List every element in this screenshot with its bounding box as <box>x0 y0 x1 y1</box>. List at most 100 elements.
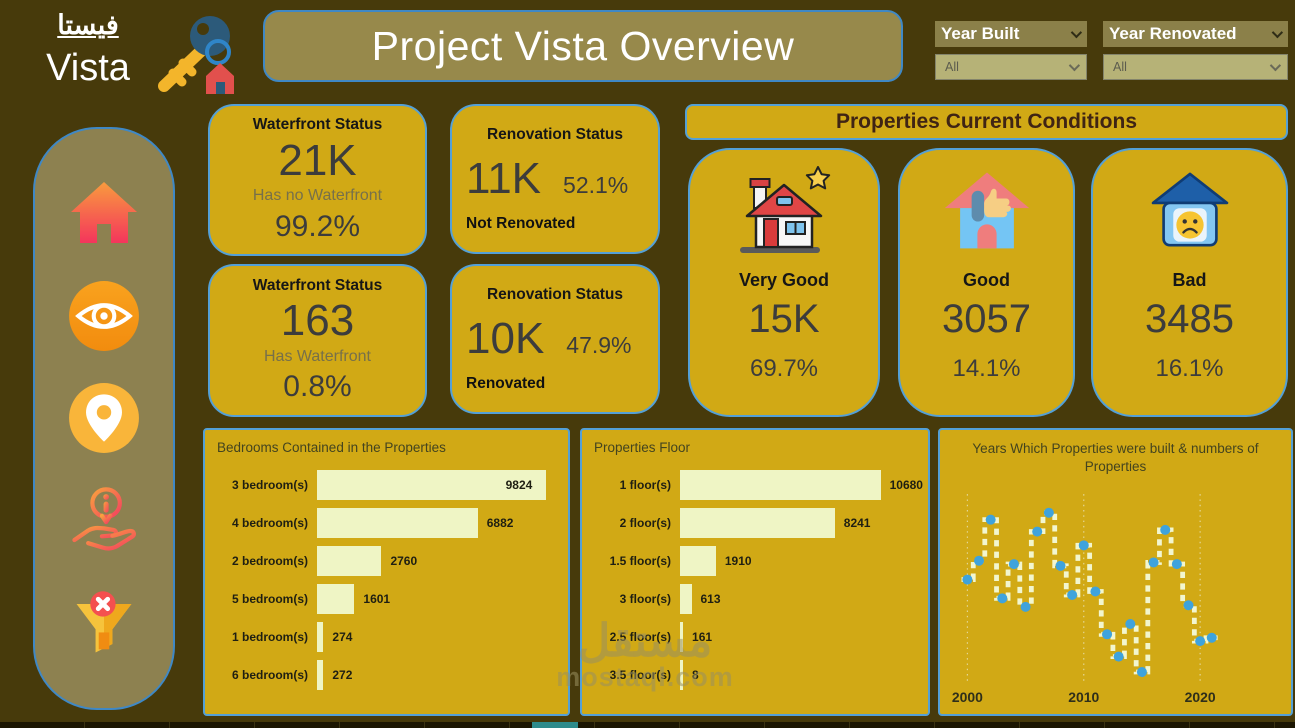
chart-title: Bedrooms Contained in the Properties <box>217 440 446 455</box>
data-point[interactable] <box>1125 619 1136 630</box>
data-point[interactable] <box>1032 527 1043 538</box>
bar-row[interactable]: 2 floor(s) 8241 <box>594 507 916 539</box>
svg-text:2010: 2010 <box>1068 689 1099 705</box>
bar[interactable] <box>317 546 382 576</box>
data-point[interactable] <box>1055 561 1066 572</box>
slicer-year-built-dropdown[interactable]: All <box>935 54 1087 80</box>
bottom-strip <box>0 722 1295 728</box>
condition-card-very-good[interactable]: Very Good 15K 69.7% <box>688 148 880 417</box>
data-point[interactable] <box>985 515 996 526</box>
bar-category-label: 2.5 floor(s) <box>609 630 671 644</box>
page-tab-fragment[interactable] <box>532 722 578 728</box>
home-button[interactable] <box>63 172 145 254</box>
data-point[interactable] <box>1067 590 1078 601</box>
slicer-year-renovated-header[interactable]: Year Renovated <box>1103 21 1288 47</box>
bar-value-label: 274 <box>332 630 353 644</box>
svg-text:2000: 2000 <box>952 689 983 705</box>
bar[interactable] <box>317 622 324 652</box>
bar-row[interactable]: 4 bedroom(s) 6882 <box>217 507 556 539</box>
kpi-title: Renovation Status <box>486 285 624 303</box>
slicer-year-built: Year Built All <box>935 21 1087 80</box>
location-button[interactable] <box>63 377 145 459</box>
bar-row[interactable]: 3 bedroom(s) 9824 <box>217 469 556 501</box>
bar[interactable] <box>680 660 683 690</box>
data-point[interactable] <box>1171 559 1182 570</box>
bar-row[interactable]: 2 bedroom(s) 2760 <box>217 545 556 577</box>
data-point[interactable] <box>1148 557 1159 568</box>
kpi-card-not-renovated[interactable]: Renovation Status 11K 52.1% Not Renovate… <box>450 104 660 254</box>
info-button[interactable] <box>63 480 145 562</box>
condition-card-good[interactable]: Good 3057 14.1% <box>898 148 1075 417</box>
years-line-chart[interactable]: 2000 2010 2020 <box>952 480 1279 718</box>
clear-filter-icon <box>76 591 132 653</box>
bar[interactable] <box>680 584 692 614</box>
bar-row[interactable]: 5 bedroom(s) 1601 <box>217 583 556 615</box>
data-point[interactable] <box>974 556 985 567</box>
bar[interactable] <box>317 584 355 614</box>
condition-value: 15K <box>748 297 820 341</box>
bar-track: 613 <box>680 584 916 614</box>
info-hand-icon <box>72 487 136 551</box>
data-point[interactable] <box>1206 633 1217 644</box>
report-title-bar: Project Vista Overview <box>263 10 903 82</box>
bar-value-label: 1601 <box>363 592 391 606</box>
bar-track: 2760 <box>317 546 556 576</box>
kpi-card-waterfront-yes[interactable]: Waterfront Status 163 Has Waterfront 0.8… <box>208 264 427 417</box>
kpi-value: 10K <box>466 314 545 363</box>
bar-row[interactable]: 2.5 floor(s) 161 <box>594 621 916 653</box>
bar-row[interactable]: 1.5 floor(s) 1910 <box>594 545 916 577</box>
bar-track: 1910 <box>680 546 916 576</box>
data-point[interactable] <box>1020 602 1031 613</box>
condition-value: 3057 <box>942 297 1031 341</box>
data-point[interactable] <box>1102 629 1113 640</box>
home-icon <box>71 181 137 243</box>
data-point[interactable] <box>1136 667 1147 678</box>
bar[interactable] <box>317 660 324 690</box>
condition-percent: 14.1% <box>952 355 1021 382</box>
data-point[interactable] <box>1183 600 1194 611</box>
bar-category-label: 1.5 floor(s) <box>609 554 671 568</box>
bar-value-label: 9824 <box>505 478 533 492</box>
bar-row[interactable]: 3 floor(s) 613 <box>594 583 916 615</box>
bar-row[interactable]: 1 floor(s) 10680 <box>594 469 923 501</box>
condition-card-bad[interactable]: Bad 3485 16.1% <box>1091 148 1288 417</box>
condition-label: Very Good <box>738 270 830 290</box>
kpi-card-waterfront-no[interactable]: Waterfront Status 21K Has no Waterfront … <box>208 104 427 256</box>
kpi-value: 21K <box>278 135 357 185</box>
data-point[interactable] <box>1195 636 1206 647</box>
data-point[interactable] <box>1090 586 1101 597</box>
kpi-card-renovated[interactable]: Renovation Status 10K 47.9% Renovated <box>450 264 660 414</box>
key-house-icon <box>158 16 234 94</box>
bar-category-label: 3 floor(s) <box>619 592 671 606</box>
bar-row[interactable]: 3.5 floor(s) 8 <box>594 659 916 691</box>
bar[interactable] <box>680 470 881 500</box>
floors-bar-chart-panel: Properties Floor 1 floor(s) 10680 2 floor(… <box>580 428 930 716</box>
data-point[interactable] <box>1160 525 1171 536</box>
condition-value: 3485 <box>1145 297 1234 341</box>
kpi-sublabel: Has no Waterfront <box>252 187 383 205</box>
data-point[interactable] <box>1008 559 1019 570</box>
house-thumbsup-icon <box>944 172 1029 249</box>
bar-row[interactable]: 1 bedroom(s) 274 <box>217 621 556 653</box>
eye-icon <box>69 280 139 351</box>
bar-value-label: 161 <box>692 630 713 644</box>
data-point[interactable] <box>962 575 973 586</box>
floors-bar-chart: 1 floor(s) 10680 2 floor(s) 8241 1.5 floor(s… <box>594 469 923 691</box>
conditions-header-text: Properties Current Conditions <box>835 110 1138 133</box>
bar[interactable] <box>680 546 716 576</box>
slicer-year-built-header[interactable]: Year Built <box>935 21 1087 47</box>
slicer-year-renovated-dropdown[interactable]: All <box>1103 54 1288 80</box>
data-point[interactable] <box>1113 652 1124 663</box>
bar-track: 274 <box>317 622 556 652</box>
data-point[interactable] <box>1043 508 1054 519</box>
chart-title: Years Which Properties were built & numb… <box>972 441 1259 475</box>
view-button[interactable] <box>63 275 145 357</box>
bar[interactable] <box>680 622 684 652</box>
bar[interactable] <box>317 508 478 538</box>
clear-filter-button[interactable] <box>63 583 145 665</box>
data-point[interactable] <box>997 593 1008 604</box>
bar-row[interactable]: 6 bedroom(s) 272 <box>217 659 556 691</box>
bar[interactable] <box>680 508 835 538</box>
bar[interactable] <box>317 470 547 500</box>
data-point[interactable] <box>1078 540 1089 551</box>
